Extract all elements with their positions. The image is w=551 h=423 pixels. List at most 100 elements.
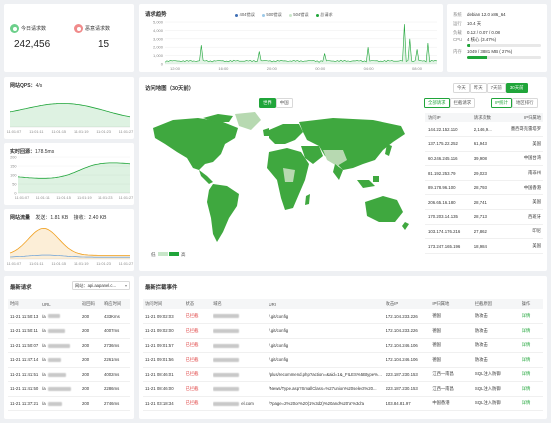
ip-cell: 89.178.96.100 bbox=[428, 185, 456, 191]
trend-legend-item[interactable]: 500错误 bbox=[261, 12, 282, 18]
op-cell[interactable]: 详情 bbox=[521, 371, 531, 377]
reason-cell: 防攻击 bbox=[474, 356, 488, 362]
reason-cell: 防攻击 bbox=[474, 313, 488, 318]
domain-redacted bbox=[213, 387, 240, 392]
url-redacted bbox=[47, 343, 70, 348]
sysinfo-label: 负载 bbox=[453, 29, 462, 35]
mode-all-requests[interactable]: 全部请求 bbox=[424, 98, 450, 108]
recent-table-row[interactable]: 11-21 11:50:07/a 200 2736ms bbox=[8, 338, 130, 353]
range-today[interactable]: 今天 bbox=[453, 83, 470, 93]
recent-table-row[interactable]: 11-21 11:47:14/a 200 2261ms bbox=[8, 353, 130, 367]
range-7days[interactable]: 7天前 bbox=[486, 83, 506, 93]
domain-redacted bbox=[213, 372, 240, 377]
resp-cell: 4002ms bbox=[104, 371, 120, 377]
mode-blocked-requests[interactable]: 拦截请求 bbox=[449, 98, 476, 108]
trend-legend-item[interactable]: 404错误 bbox=[235, 12, 255, 18]
ip-table-row: 144.22.152.110 2,146,9... 墨西哥克雷塔罗 bbox=[425, 122, 543, 137]
col-count: 请求次数 bbox=[473, 114, 491, 120]
stats-card: 今日请求数 242,456 恶意请求数 15 bbox=[4, 4, 134, 72]
recent-table-row[interactable]: 11-21 11:50:13/a 200 433Kms bbox=[8, 309, 130, 324]
loc-cell: 南非州 bbox=[528, 170, 541, 176]
ip-table-row: 103.174.176.216 27,862 印尼 bbox=[425, 224, 543, 239]
sysinfo-value: 0.12 / 0.07 / 0.08 bbox=[467, 30, 500, 35]
qps-card: 网站QPS：4/s 11:01:07 11:01:11 11:01:15 11:01:… bbox=[4, 77, 134, 139]
url-text: /a bbox=[42, 357, 46, 363]
recent-table-row[interactable]: 11-21 11:41:50/a 200 2286ms bbox=[8, 382, 130, 397]
resp-cell: 2286ms bbox=[104, 386, 120, 392]
qps-chart: 11:01:07 11:01:11 11:01:15 11:01:19 11:01:23… bbox=[7, 103, 133, 134]
sysinfo-value: 10.4 天 bbox=[467, 20, 482, 26]
op-cell[interactable]: 详情 bbox=[521, 327, 531, 333]
trend-chart: 5,000 4,000 3,000 2,000 1,000 0 12:00 16:00 20:0… bbox=[153, 20, 438, 71]
today-requests-label: 今日请求数 bbox=[21, 26, 47, 32]
sysinfo-value: 1049 / 3881 MB ( 27%) bbox=[467, 49, 513, 54]
chart-x-tick: 11:01:23 bbox=[98, 196, 113, 200]
map-title: 访问地图（30天前） bbox=[145, 86, 195, 92]
code-cell: 200 bbox=[82, 400, 90, 406]
trend-y-tick: 0 bbox=[161, 62, 164, 67]
view-region-rank[interactable]: 地区排行 bbox=[511, 98, 538, 108]
tab-china[interactable]: 中国 bbox=[275, 98, 293, 108]
traffic-recv-value: 2.40 KB bbox=[88, 215, 107, 221]
map-legend-low: 低 bbox=[151, 251, 156, 258]
malicious-requests-icon bbox=[74, 24, 83, 33]
domain-redacted bbox=[213, 314, 240, 319]
map-asia bbox=[299, 118, 405, 170]
trend-legend-label: 500错误 bbox=[266, 12, 282, 17]
traffic-title: 网站流量 bbox=[10, 215, 31, 221]
url-cell: /a bbox=[42, 309, 82, 324]
usage-bar-fill bbox=[467, 55, 487, 59]
op-cell[interactable]: 详情 bbox=[521, 385, 531, 391]
recent-table-row[interactable]: 11-21 11:37:21/a 200 2746ms bbox=[8, 396, 130, 411]
today-requests-icon bbox=[10, 24, 19, 33]
range-yesterday[interactable]: 昨天 bbox=[469, 83, 487, 93]
domain-cell bbox=[213, 309, 268, 324]
op-cell[interactable]: 详情 bbox=[521, 356, 531, 362]
trend-legend-item[interactable]: 总请求 bbox=[315, 12, 333, 18]
resp-cell: 2736ms bbox=[104, 342, 120, 348]
tab-world[interactable]: 世界 bbox=[259, 98, 276, 108]
loc-cell: 西班牙 bbox=[528, 213, 541, 219]
legend-dot-icon bbox=[261, 13, 265, 17]
recent-table-row[interactable]: 11-21 11:41:51/a 200 4002ms bbox=[8, 367, 130, 382]
op-cell[interactable]: 详情 bbox=[521, 400, 531, 406]
qps-header: 网站QPS：4/s bbox=[10, 82, 42, 89]
url-cell: /a bbox=[42, 382, 82, 397]
count-cell: 18,984 bbox=[473, 243, 487, 249]
latency-card: 实时回源：178.5ms 200 150 100 50 0 11:01:07 11:01:1… bbox=[4, 143, 134, 205]
op-cell[interactable]: 详情 bbox=[521, 313, 531, 318]
chart-y-tick: 0 bbox=[14, 191, 16, 195]
status-cell: 已拦截 bbox=[185, 385, 199, 391]
traffic-recv-line bbox=[9, 254, 130, 258]
count-cell: 28,741 bbox=[473, 199, 487, 205]
trend-legend-item[interactable]: 504错误 bbox=[288, 12, 309, 18]
recent-table-header: 时间 URL 返回码 响应时间 bbox=[8, 299, 130, 309]
op-cell[interactable]: 详情 bbox=[521, 342, 531, 348]
view-ip-stats[interactable]: IP统计 bbox=[491, 98, 512, 108]
trend-legend-label: 总请求 bbox=[320, 12, 333, 17]
recent-table-row[interactable]: 11-21 11:50:11/a 200 4007ms bbox=[8, 324, 130, 338]
ip-cell: 172.104.246.106 bbox=[385, 357, 418, 363]
legend-dot-icon bbox=[315, 13, 319, 17]
sysinfo-label: 系统 bbox=[453, 11, 462, 17]
ip-cell: 173.247.165.196 bbox=[428, 243, 461, 249]
map-range-tabs: 今天 昨天 7天前 30天前 bbox=[453, 83, 528, 93]
latency-chart: 200 150 100 50 011:01:07 11:01:11 11:01:15 11:0… bbox=[10, 155, 133, 200]
map-legend-swatch-high bbox=[169, 252, 179, 256]
loc-cell: 美国 bbox=[532, 140, 541, 146]
chart-y-tick: 150 bbox=[10, 164, 16, 168]
range-30days[interactable]: 30天前 bbox=[505, 83, 528, 93]
ip-table-row: 81.192.253.79 29,023 南非州 bbox=[425, 166, 543, 181]
ip-cell: 103.174.176.216 bbox=[428, 228, 461, 234]
chart-x-tick: 11:01:19 bbox=[74, 262, 89, 266]
url-redacted bbox=[47, 372, 66, 377]
loc-cell: 德国 bbox=[432, 356, 441, 362]
memory-usage-bar bbox=[467, 55, 541, 59]
col-ip: 访问IP bbox=[428, 114, 441, 120]
site-select[interactable]: 网站：api.aapanel.c... ▾ bbox=[72, 281, 130, 290]
url-cell: /a bbox=[42, 396, 82, 411]
recent-requests-card: 最新请求 网站：api.aapanel.c... ▾ 时间 URL 返回码 响应… bbox=[4, 276, 134, 419]
domain-cell: el.com bbox=[213, 396, 268, 411]
trend-legend: 404错误 500错误 504错误 总请求 bbox=[235, 12, 333, 18]
code-cell: 200 bbox=[82, 342, 90, 348]
